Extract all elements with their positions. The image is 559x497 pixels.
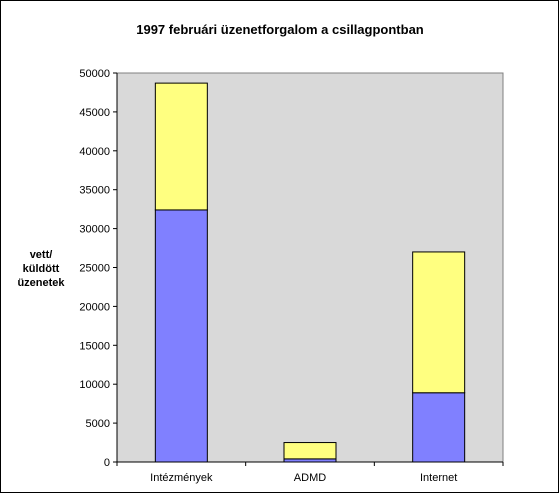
chart-title: 1997 februári üzenetforgalom a csillagpo…: [136, 22, 424, 37]
y-axis-label-line: küldött: [23, 263, 60, 275]
x-category-label: Internet: [420, 472, 457, 484]
y-tick-label: 35000: [79, 185, 110, 197]
axes: 0 5000 10000 15000 20000 25000 30000 35000 40000…: [79, 68, 504, 484]
y-axis-label: vett/küldött üzenetek: [17, 249, 65, 289]
y-tick-label: 25000: [79, 263, 110, 275]
y-axis-label-line: vett/: [30, 249, 53, 261]
bar-segment-2: [283, 442, 337, 460]
bar-segment-2: [412, 251, 466, 394]
x-category-label: ADMD: [294, 472, 326, 484]
bar-segment-1: [154, 209, 208, 463]
bar-segment-1: [412, 392, 466, 463]
x-category-label: Intézmények: [150, 472, 213, 484]
y-tick-label: 20000: [79, 301, 110, 313]
bar-segment-2: [154, 82, 208, 211]
y-tick-label: 10000: [79, 379, 110, 391]
y-tick-label: 5000: [86, 418, 110, 430]
y-axis-label-line: üzenetek: [17, 277, 65, 289]
y-tick-label: 45000: [79, 107, 110, 119]
y-tick-label: 15000: [79, 340, 110, 352]
bars: [154, 82, 466, 463]
y-tick-label: 40000: [79, 146, 110, 158]
y-tick-label: 30000: [79, 224, 110, 236]
y-tick-label: 0: [104, 457, 110, 469]
y-tick-label: 50000: [79, 68, 110, 80]
